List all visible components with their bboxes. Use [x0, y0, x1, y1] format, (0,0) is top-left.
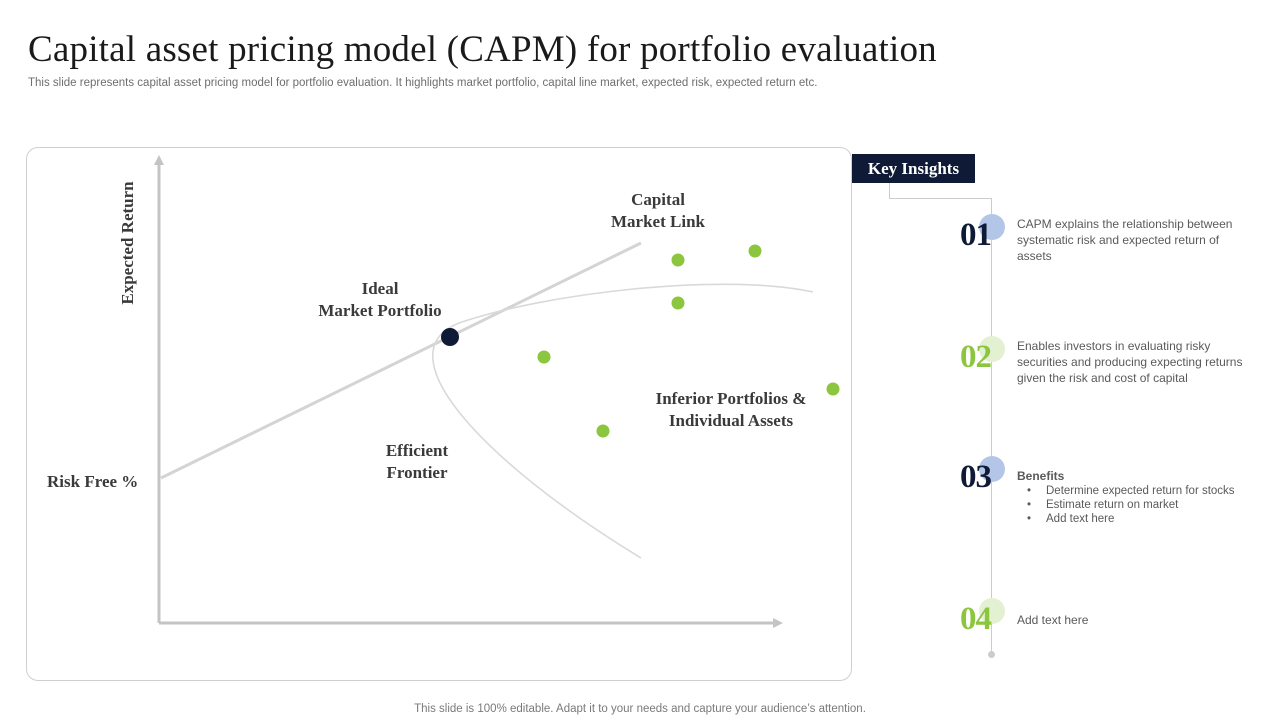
insight-number: 04	[960, 601, 992, 637]
capital-market-line	[160, 241, 642, 480]
insight-number: 03	[960, 459, 992, 495]
key-insights-header: Key Insights	[852, 154, 975, 183]
efficient-frontier-curve	[431, 283, 814, 559]
page-subtitle: This slide represents capital asset pric…	[28, 77, 818, 89]
efficient-frontier-label: Efficient Frontier	[385, 441, 449, 482]
timeline-line	[991, 198, 992, 653]
risk-free-label: Risk Free %	[47, 472, 139, 491]
insight-number: 02	[960, 339, 992, 375]
inferior-portfolios-label: Inferior Portfolios & Individual Assets	[655, 389, 807, 430]
y-axis-label: Expected Return	[118, 181, 137, 305]
asset-point	[537, 350, 551, 364]
header-connector	[889, 183, 992, 199]
benefits-list: Determine expected return for stocks Est…	[1017, 484, 1257, 526]
asset-point	[748, 244, 762, 258]
list-item: Estimate return on market	[1017, 498, 1257, 512]
number-circle	[979, 456, 1005, 482]
insight-text: Enables investors in evaluating risky se…	[1017, 339, 1243, 385]
insight-item-4: 04 Add text here	[960, 598, 1260, 672]
list-item: Determine expected return for stocks	[1017, 484, 1257, 498]
asset-point	[826, 382, 840, 396]
benefits-title: Benefits	[1017, 469, 1065, 483]
timeline-end-dot	[988, 651, 995, 658]
ideal-portfolio-label: Ideal Market Portfolio	[318, 279, 442, 320]
asset-point	[671, 253, 685, 267]
insight-number: 01	[960, 217, 992, 253]
number-circle	[979, 336, 1005, 362]
insight-text: Add text here	[1017, 613, 1089, 627]
insight-item-3: 03 Benefits Determine expected return fo…	[960, 456, 1260, 538]
insight-text: Benefits Determine expected return for s…	[1017, 468, 1257, 526]
asset-point	[671, 296, 685, 310]
insight-item-1: 01 CAPM explains the relationship betwee…	[960, 214, 1260, 276]
footer-note: This slide is 100% editable. Adapt it to…	[414, 703, 866, 715]
insight-item-2: 02 Enables investors in evaluating risky…	[960, 336, 1260, 398]
list-item: Add text here	[1017, 512, 1257, 526]
asset-point	[596, 424, 610, 438]
capital-market-label: Capital Market Link	[611, 190, 705, 231]
number-circle	[979, 598, 1005, 624]
number-circle	[979, 214, 1005, 240]
diagram-panel	[26, 147, 852, 681]
page-title: Capital asset pricing model (CAPM) for p…	[28, 29, 937, 70]
ideal-market-portfolio-point	[441, 328, 459, 346]
insight-text: CAPM explains the relationship between s…	[1017, 217, 1233, 263]
